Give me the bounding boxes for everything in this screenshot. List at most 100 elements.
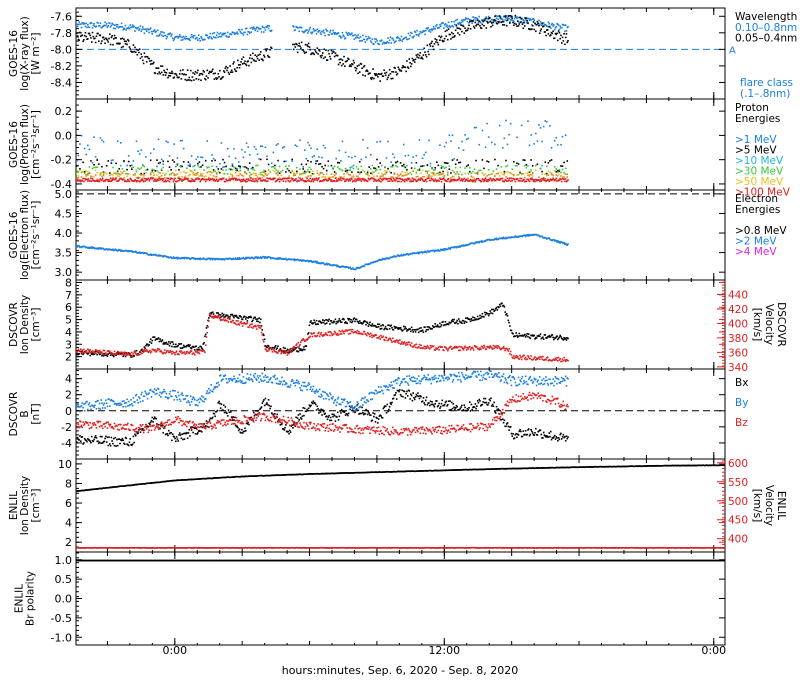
data-point xyxy=(355,70,357,72)
data-point xyxy=(313,155,315,157)
data-point xyxy=(223,317,225,319)
data-point xyxy=(126,173,128,175)
data-point xyxy=(391,327,393,329)
data-point xyxy=(268,28,270,30)
data-point xyxy=(466,321,468,323)
data-point xyxy=(500,166,502,168)
data-point xyxy=(150,159,152,161)
data-point xyxy=(365,36,367,38)
data-point xyxy=(450,172,452,174)
data-point xyxy=(544,161,546,163)
data-point xyxy=(467,178,469,180)
data-point xyxy=(566,42,568,44)
data-point xyxy=(295,349,297,351)
data-point xyxy=(515,165,517,167)
data-point xyxy=(516,174,518,176)
data-point xyxy=(456,25,458,27)
data-point xyxy=(213,158,215,160)
data-point xyxy=(112,159,114,161)
data-point xyxy=(541,24,543,26)
data-point xyxy=(318,174,320,176)
data-point xyxy=(274,167,276,169)
data-point xyxy=(93,36,95,38)
data-point xyxy=(232,165,234,167)
data-point xyxy=(208,317,210,319)
data-point xyxy=(472,16,474,18)
data-point xyxy=(79,32,81,34)
data-point xyxy=(274,171,276,173)
data-point xyxy=(302,349,304,351)
data-point xyxy=(463,322,465,324)
data-point xyxy=(249,32,251,34)
data-point xyxy=(323,145,325,147)
data-point xyxy=(458,27,460,29)
data-layer xyxy=(76,120,569,183)
data-point xyxy=(162,160,164,162)
data-point xyxy=(450,322,452,324)
data-point xyxy=(520,21,522,23)
data-point xyxy=(546,173,548,175)
data-point xyxy=(372,323,374,325)
data-point xyxy=(136,49,138,51)
data-point xyxy=(212,33,214,35)
data-point xyxy=(433,26,435,28)
data-point xyxy=(82,178,84,180)
data-point xyxy=(257,176,259,178)
data-point xyxy=(450,26,452,28)
data-point xyxy=(400,162,402,164)
data-point xyxy=(84,171,86,173)
data-point xyxy=(414,61,416,63)
data-point xyxy=(373,175,375,177)
data-point xyxy=(332,176,334,178)
data-point xyxy=(323,30,325,32)
data-point xyxy=(441,324,443,326)
data-point xyxy=(217,73,219,75)
data-point xyxy=(502,174,504,176)
data-point xyxy=(298,342,300,344)
data-point xyxy=(373,172,375,174)
data-point xyxy=(478,144,480,146)
data-point xyxy=(236,315,238,317)
data-point xyxy=(110,354,112,356)
data-point xyxy=(246,167,248,169)
y-tick-label: -7.6 xyxy=(51,10,72,23)
data-point xyxy=(287,349,289,351)
data-point xyxy=(505,176,507,178)
data-point xyxy=(546,166,548,168)
data-point xyxy=(354,321,356,323)
data-point xyxy=(244,172,246,174)
data-point xyxy=(309,336,311,338)
data-point xyxy=(269,349,271,351)
data-point xyxy=(423,165,425,167)
data-point xyxy=(301,174,303,176)
data-point xyxy=(103,355,105,357)
data-point xyxy=(445,30,447,32)
data-point xyxy=(188,38,190,40)
data-point xyxy=(279,172,281,174)
data-point xyxy=(254,258,256,260)
data-point xyxy=(318,332,320,334)
data-point xyxy=(263,31,265,33)
data-point xyxy=(300,47,302,49)
data-point xyxy=(337,166,339,168)
data-point xyxy=(482,159,484,161)
data-point xyxy=(335,332,337,334)
data-point xyxy=(372,68,374,70)
data-point xyxy=(310,147,312,149)
data-point xyxy=(261,334,263,336)
data-point xyxy=(414,168,416,170)
data-point xyxy=(358,177,360,179)
data-point xyxy=(302,340,304,342)
data-point xyxy=(320,333,322,335)
data-point xyxy=(214,160,216,162)
data-point xyxy=(557,144,559,146)
data-point xyxy=(151,169,153,171)
data-point xyxy=(199,167,201,169)
data-point xyxy=(161,175,163,177)
data-point xyxy=(376,175,378,177)
data-point xyxy=(490,26,492,28)
legend-extra: (.1–.8nm) xyxy=(740,88,790,100)
data-point xyxy=(249,175,251,177)
data-point xyxy=(428,177,430,179)
data-point xyxy=(85,32,87,34)
